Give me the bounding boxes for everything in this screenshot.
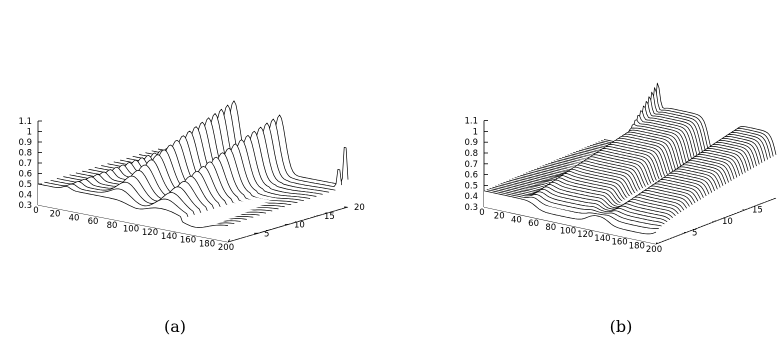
x-tick-label: 40: [69, 213, 80, 223]
x-tick-label: 40: [511, 215, 522, 225]
x-tick-label: 160: [611, 238, 627, 248]
x-tick-label: 80: [545, 223, 556, 233]
surface-plot-a: 0.30.40.50.60.70.80.911.1 0 20 40 60 80 100 120…: [18, 100, 365, 253]
z-tick-label: 1: [473, 127, 478, 137]
y-tick-label: 20: [354, 203, 365, 213]
x-tick-label: 0: [33, 206, 38, 216]
surface-slice-fill: [484, 190, 656, 244]
z-tick-label: 0.6: [18, 170, 32, 180]
x-tick-label: 180: [199, 239, 215, 249]
y-tick-label: 15: [324, 212, 335, 222]
surface-slice-line: [486, 189, 659, 229]
surface-mesh: [483, 82, 777, 244]
x-tick-label: 120: [577, 230, 593, 240]
x-tick-label: 200: [218, 243, 234, 253]
x-tick-label: 160: [180, 236, 196, 246]
caption-b: (b): [610, 317, 633, 336]
z-tick-label: 0.9: [18, 138, 32, 148]
y-tick-label: 5: [692, 229, 697, 239]
x-tick-label: 100: [560, 227, 576, 237]
y-tick-label: 10: [722, 217, 733, 227]
z-tick-label: 1.1: [18, 117, 32, 127]
surface-slice-line: [483, 190, 657, 235]
z-tick-label: 0.3: [464, 203, 478, 213]
z-tick-label: 0.8: [18, 149, 32, 159]
z-tick-label: 0.4: [18, 191, 32, 201]
z-tick-label: 0.7: [464, 160, 478, 170]
z-tick-label: 1: [27, 128, 32, 138]
surface-slice-line: [37, 183, 229, 228]
x-tick: [227, 238, 231, 243]
surface-mesh: [37, 100, 349, 242]
surface-slice-line: [495, 185, 668, 223]
x-tick-label: 60: [88, 217, 99, 227]
x-tick-label: 80: [107, 221, 118, 231]
z-tick-label: 0.5: [18, 180, 32, 190]
y-tick-label: 5: [264, 229, 269, 239]
z-tick-label: 0.4: [464, 192, 478, 202]
z-tick-label: 0.6: [464, 171, 478, 181]
x-tick-label: 140: [594, 234, 610, 244]
x-tick-label: 0: [479, 208, 484, 218]
surface-slice-line: [489, 188, 662, 227]
surface-plot-b: 0.30.40.50.60.70.80.911.1 0 20 40 60 80 100 120…: [464, 82, 777, 255]
x-tick-label: 60: [528, 219, 539, 229]
x-tick-label: 120: [142, 228, 158, 238]
x-tick-label: 20: [494, 212, 505, 222]
x-tick-label: 180: [629, 241, 645, 251]
surface-slice-fill: [38, 184, 228, 242]
x-tick-label: 140: [161, 232, 177, 242]
x-tick-label: 200: [646, 245, 662, 255]
x-tick-label: 100: [123, 225, 139, 235]
axes: 0.30.40.50.60.70.80.911.1 0 20 40 60 80 100 120…: [464, 117, 777, 255]
x-tick-label: 20: [50, 210, 61, 220]
z-tick-label: 0.9: [464, 138, 478, 148]
z-tick-label: 0.3: [18, 201, 32, 211]
z-tick-label: 0.8: [464, 149, 478, 159]
z-tick-label: 1.1: [464, 117, 478, 127]
y-tick-label: 15: [752, 206, 763, 216]
z-tick-label: 0.7: [18, 159, 32, 169]
caption-a: (a): [164, 317, 186, 336]
y-tick-label: 10: [294, 221, 305, 231]
z-tick-label: 0.5: [464, 181, 478, 191]
